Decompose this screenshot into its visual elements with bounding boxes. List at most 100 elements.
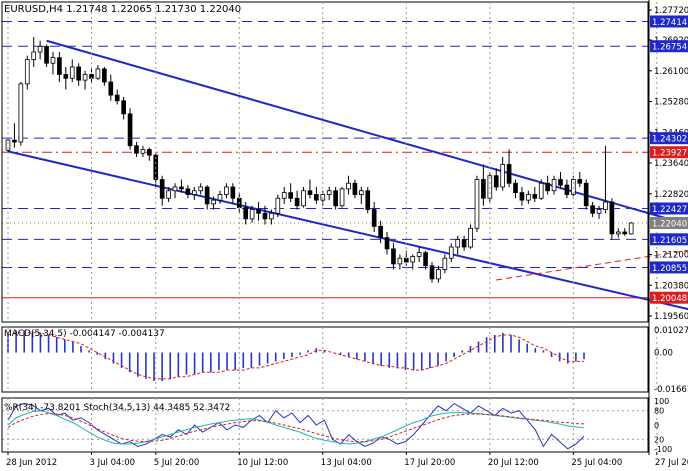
candle-body: [50, 57, 56, 64]
candle-body: [371, 209, 377, 227]
level-price-tag-label: 1.27414: [652, 18, 687, 28]
williams-r-line: [7, 402, 585, 450]
time-tick-label: 10 Jul 12:00: [237, 458, 288, 467]
candle-body: [63, 74, 69, 79]
candle-body: [526, 194, 531, 201]
level-price-tag-label: 1.22040: [652, 220, 687, 230]
candle-body: [262, 212, 268, 220]
time-tick-label: 3 Jul 04:00: [90, 458, 136, 467]
candle-body: [500, 164, 505, 188]
candle-body: [281, 192, 287, 199]
pane-frame: [1, 397, 649, 453]
oscillator-tick-label: 0: [654, 421, 659, 430]
candle-body: [622, 231, 628, 235]
candle-body: [519, 192, 525, 201]
candle-body: [191, 190, 197, 195]
candle-body: [551, 179, 557, 192]
level-price-tag-label: 1.20855: [652, 264, 687, 274]
candle-body: [314, 194, 319, 201]
candle-body: [269, 212, 274, 220]
macd-pane[interactable]: [7, 330, 585, 382]
candle-body: [24, 59, 30, 85]
candle-body: [583, 182, 589, 207]
candle-body: [217, 194, 223, 201]
price-tick-label: 1.21200: [654, 251, 688, 261]
candle-body: [95, 68, 101, 79]
candle-body: [590, 205, 595, 214]
time-tick-label: 5 Jul 20:00: [154, 458, 200, 467]
candle-body: [307, 190, 313, 195]
support-trend-line: [496, 249, 688, 281]
candle-body: [211, 199, 216, 205]
candle-body: [474, 179, 480, 229]
oscillator-pane[interactable]: [2, 402, 648, 450]
candle-body: [596, 209, 602, 214]
candle-body: [108, 81, 114, 96]
candle-body: [481, 179, 486, 199]
macd-signal-line: [7, 332, 584, 380]
oscillator-tick-label: -100: [654, 445, 672, 454]
candle-body: [359, 190, 364, 195]
candle-body: [352, 182, 358, 195]
candle-body: [294, 197, 300, 207]
candle-body: [493, 175, 499, 188]
level-price-tag: [650, 15, 688, 28]
time-tick-label: 13 Jul 04:00: [321, 458, 372, 467]
level-price-tag: [650, 40, 688, 53]
candle-body: [44, 45, 49, 64]
candle-body: [442, 257, 448, 270]
level-price-tag-label: 1.22427: [652, 205, 687, 215]
candle-body: [391, 248, 396, 265]
time-tick-label: 25 Jul 04:00: [571, 458, 622, 467]
price-tick-label: 1.26100: [654, 67, 688, 77]
candle-body: [378, 225, 383, 239]
price-pane[interactable]: [2, 9, 688, 312]
candle-body: [506, 164, 512, 184]
oscillator-tick-label: 80: [654, 407, 664, 416]
macd-pane-header: MACD(5,34,5) -0.004147 -0.004137: [4, 329, 165, 339]
candle-body: [159, 179, 165, 199]
level-price-tag-label: 1.21605: [652, 236, 687, 246]
candle-body: [577, 179, 583, 184]
candle-body: [172, 186, 178, 192]
candle-body: [5, 139, 11, 151]
oscillator-tick-label: 100: [654, 397, 669, 406]
candle-body: [12, 139, 17, 143]
price-tick-label: 1.22820: [654, 190, 688, 200]
candle-body: [179, 186, 184, 190]
price-tick-label: 1.25280: [654, 98, 688, 108]
candle-body: [416, 252, 422, 257]
level-price-tag: [650, 217, 688, 229]
candle-body: [532, 194, 538, 199]
level-price-tag-label: 1.20048: [652, 294, 687, 304]
time-tick-label: 17 Jul 20:00: [404, 458, 455, 467]
candle-body: [230, 186, 236, 199]
candle-body: [455, 239, 461, 248]
candle-body: [468, 227, 473, 248]
candle-body: [346, 182, 351, 190]
candle-body: [628, 222, 634, 235]
price-tick-label: 1.27720: [654, 6, 688, 16]
macd-tick-label: 0.010276: [654, 326, 688, 336]
candle-body: [564, 184, 570, 195]
time-tick-label: 20 Jul 12:00: [488, 458, 539, 467]
candle-body: [558, 179, 563, 186]
candle-body: [198, 186, 204, 192]
candle-body: [365, 190, 371, 210]
candle-body: [256, 209, 261, 214]
candle-body: [69, 66, 75, 79]
candle-body: [127, 113, 133, 147]
pane-frame: [1, 326, 649, 393]
level-price-tag: [650, 202, 688, 215]
time-tick-label: 28 Jun 2012: [6, 458, 57, 467]
candle-body: [429, 265, 435, 280]
level-price-tag: [650, 132, 688, 145]
candle-body: [147, 149, 152, 156]
macd-tick-label: 0.00: [654, 349, 673, 359]
price-tick-label: 1.19560: [654, 312, 688, 322]
candle-body: [57, 57, 62, 75]
level-price-tag: [650, 261, 688, 274]
candle-body: [275, 197, 281, 214]
